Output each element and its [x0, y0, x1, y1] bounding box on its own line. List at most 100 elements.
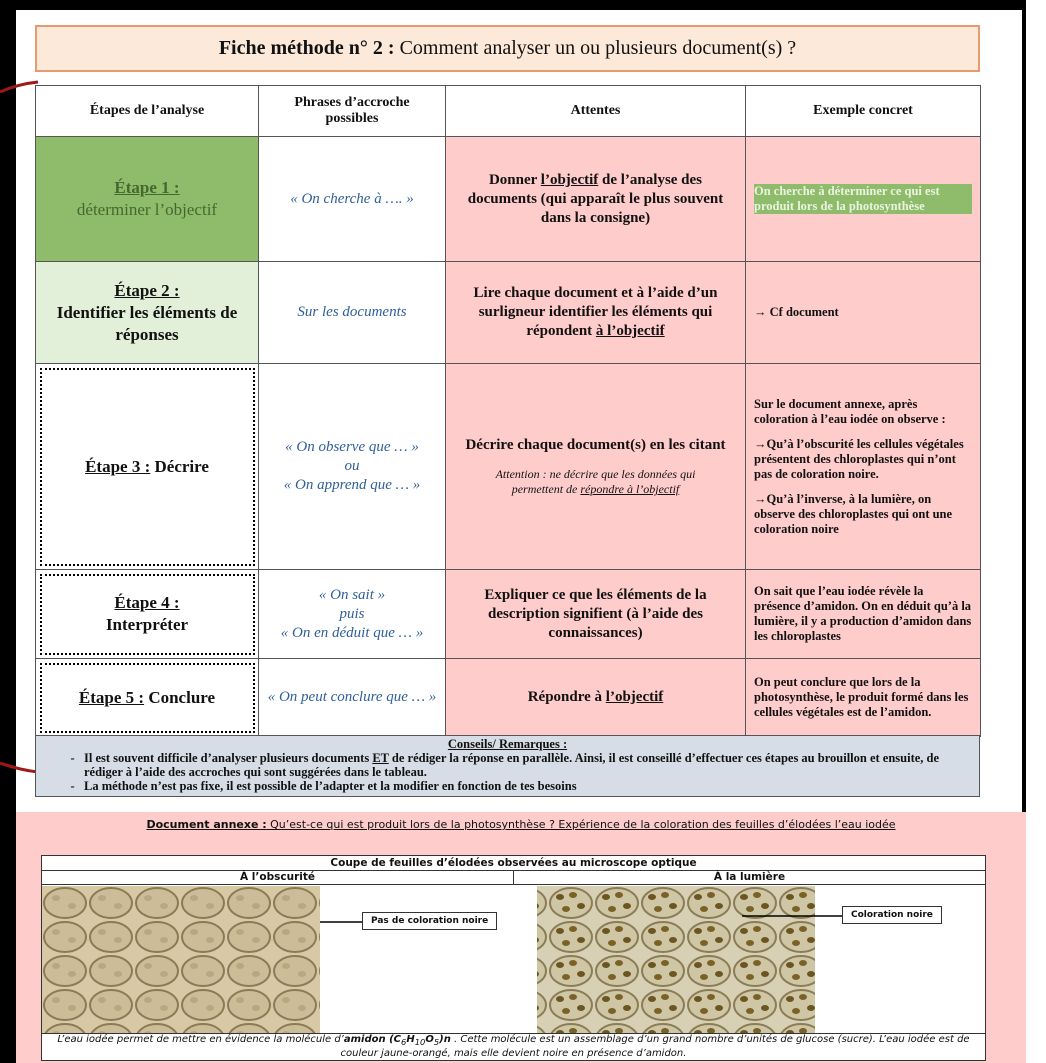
exemple: On peut conclure que lors de la photosyn…: [745, 658, 981, 737]
text: ET: [372, 751, 389, 765]
text: 5: [433, 1037, 440, 1047]
row: Étape 3 : Décrire « On observe que … » ou…: [35, 363, 981, 570]
step-label: Étape 5 :: [78, 687, 145, 707]
header: Exemple concret: [745, 85, 981, 137]
text: 6: [401, 1037, 407, 1047]
row: Étape 2 : Identifier les éléments de répo…: [35, 261, 981, 364]
attentes: Lire chaque document et à l’aide d’un su…: [445, 261, 746, 364]
title-rest: Comment analyser un ou plusieurs documen…: [394, 37, 797, 59]
accroche: Sur les documents: [258, 261, 446, 364]
header-row: Étapes de l’analyse Phrases d’accroche p…: [35, 85, 981, 137]
header: Attentes: [445, 85, 746, 137]
caption: Coupe de feuilles d’élodées observées au…: [42, 856, 985, 871]
text: puis: [339, 605, 365, 622]
title-box: Fiche méthode n° 2 : Comment analyser un…: [35, 25, 980, 72]
accroche: « On observe que … » ou « On apprend que ……: [258, 363, 446, 570]
step-label: Étape 2 :: [114, 280, 180, 300]
step-cell: Étape 5 : Conclure: [35, 658, 259, 737]
text: amidon (C: [343, 1034, 402, 1045]
text: répondre à l’objectif: [580, 482, 680, 496]
text: La méthode n’est pas fixe, il est possib…: [84, 779, 577, 793]
text: Attention : ne décrire que les données q…: [495, 467, 696, 496]
label: Coloration noire: [842, 906, 942, 924]
attentes: Donner l’objectif de l’analyse des docum…: [445, 136, 746, 262]
text: . Cette molécule est un assemblage d’un …: [340, 1034, 970, 1059]
annexe: Document annexe : Qu’est-ce qui est prod…: [16, 812, 1026, 1063]
text: « On observe que … »: [285, 439, 419, 455]
step-label: Étape 3 :: [85, 456, 151, 476]
text: Donner: [488, 171, 541, 188]
column-title: À la lumière: [713, 871, 786, 883]
accroche: « On sait » puis « On en déduit que … »: [258, 569, 446, 659]
row: Étape 1 : déterminer l’objectif « On cher…: [35, 136, 981, 262]
text: )n: [439, 1034, 451, 1045]
columns: À l’obscurité À la lumière: [42, 871, 985, 885]
annexe-figure: Coupe de feuilles d’élodées observées au…: [41, 855, 986, 1061]
text: Il est souvent difficile d’analyser plus…: [84, 751, 373, 765]
conseil: Il est souvent difficile d’analyser plus…: [84, 751, 971, 779]
micrographs: [42, 886, 842, 1034]
text: « On en déduit que … »: [280, 624, 424, 641]
text: Lire chaque document et à l’aide d’un su…: [473, 285, 718, 339]
red-mark: [0, 80, 39, 94]
decor: [0, 80, 39, 774]
conseils-title: Conseils/ Remarques :: [447, 737, 568, 751]
note: Attention : ne décrire que les données q…: [454, 467, 737, 497]
step-text: déterminer l’objectif: [76, 200, 218, 219]
step-text: Conclure: [144, 687, 216, 707]
text: →Qu’à l’inverse, à la lumière, on observ…: [754, 491, 953, 536]
red-mark: [0, 761, 39, 774]
text: Document annexe :: [146, 818, 267, 831]
exemple: On cherche à déterminer ce qui est produ…: [745, 136, 981, 262]
text: à l’objectif: [595, 323, 665, 339]
text: de rédiger la réponse en parallèle. Ains…: [84, 751, 940, 779]
text: l’objectif: [540, 171, 599, 188]
image-dark: [42, 886, 320, 1034]
header: Étapes de l’analyse: [35, 85, 259, 137]
text: On peut conclure que lors de la photosyn…: [754, 675, 969, 719]
text: « On apprend que … »: [283, 477, 421, 493]
conseil: La méthode n’est pas fixe, il est possib…: [84, 779, 971, 793]
text: On cherche à déterminer ce qui est produ…: [754, 184, 972, 214]
text: 10: [414, 1037, 426, 1047]
conseils: Conseils/ Remarques : Il est souvent dif…: [35, 735, 980, 797]
step-text: Décrire: [150, 456, 209, 476]
step-cell: Étape 4 : Interpréter: [35, 569, 259, 659]
text: ou: [344, 458, 360, 474]
legend: L’eau iodée permet de mettre en évidence…: [42, 1033, 985, 1060]
text: Sur le document annexe, après coloration…: [754, 396, 946, 426]
exemple: → Cf document: [745, 261, 981, 364]
text: de l’analyse des documents (qui apparaît…: [467, 171, 724, 226]
text: l’objectif: [605, 689, 664, 705]
attentes: Décrire chaque document(s) en les citant…: [445, 363, 746, 570]
text: →Qu’à l’obscurité les cellules végétales…: [754, 436, 964, 481]
step-cell: Étape 2 : Identifier les éléments de répo…: [35, 261, 259, 364]
step-label: Étape 4 :: [114, 593, 180, 612]
row: Étape 4 : Interpréter « On sait » puis « On…: [35, 569, 981, 659]
step-text: Identifier les éléments de réponses: [56, 302, 238, 344]
text: → Cf document: [754, 305, 839, 319]
text: « On sait »: [318, 586, 386, 603]
title-bold: Fiche méthode n° 2 :: [218, 37, 395, 59]
accroche: « On cherche à …. »: [258, 136, 446, 262]
method-table: Étapes de l’analyse Phrases d’accroche p…: [35, 85, 981, 737]
step-text: Interpréter: [105, 615, 189, 634]
exemple: Sur le document annexe, après coloration…: [745, 363, 981, 570]
image-light: [537, 886, 815, 1034]
step-cell: Étape 3 : Décrire: [35, 363, 259, 570]
row: Étape 5 : Conclure « On peut conclure qu…: [35, 658, 981, 737]
annexe-title: Document annexe : Qu’est-ce qui est prod…: [16, 812, 1026, 832]
attentes: Répondre à l’objectif: [445, 658, 746, 737]
text: Qu’est-ce qui est produit lors de la pho…: [266, 818, 896, 831]
attentes: Expliquer ce que les éléments de la desc…: [445, 569, 746, 659]
text: O: [425, 1034, 434, 1045]
text: L’eau iodée permet de mettre en évidence…: [57, 1034, 344, 1045]
text: Décrire chaque document(s) en les citant: [465, 437, 726, 453]
label: Pas de coloration noire: [362, 912, 498, 930]
step-label: Étape 1 :: [114, 178, 180, 197]
text: On sait que l’eau iodée révèle la présen…: [754, 584, 972, 643]
accroche: « On peut conclure que … »: [258, 658, 446, 737]
text: H: [406, 1034, 415, 1045]
